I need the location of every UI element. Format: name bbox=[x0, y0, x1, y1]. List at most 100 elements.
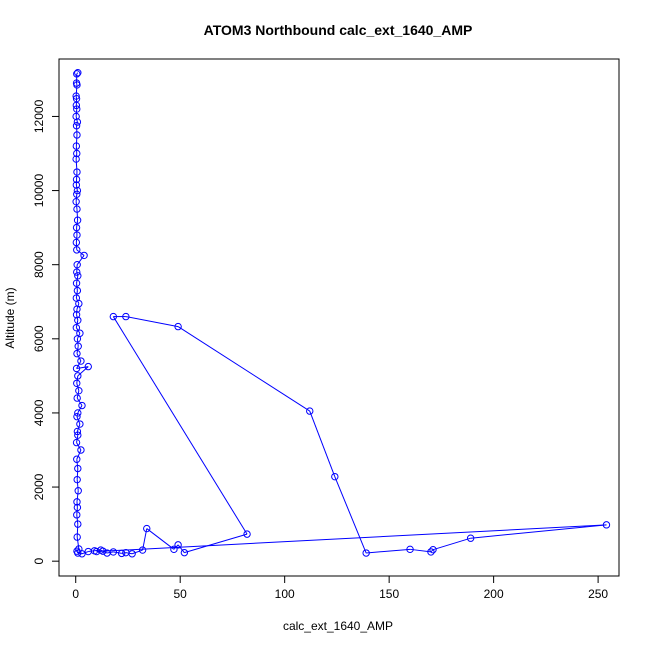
y-tick-label: 2000 bbox=[32, 473, 46, 500]
data-point bbox=[72, 142, 81, 150]
series-line-segment bbox=[76, 346, 79, 354]
series-line-segment bbox=[75, 201, 78, 210]
data-point bbox=[72, 122, 81, 130]
x-tick-label: 100 bbox=[275, 587, 295, 601]
data-point bbox=[73, 190, 81, 198]
data-point bbox=[72, 279, 81, 287]
data-point bbox=[72, 438, 81, 447]
data-point bbox=[73, 81, 81, 89]
data-point bbox=[73, 246, 81, 254]
data-point bbox=[73, 205, 81, 213]
data-point bbox=[72, 181, 81, 189]
data-point bbox=[72, 311, 81, 319]
y-tick-label: 12000 bbox=[32, 99, 46, 133]
data-point bbox=[117, 549, 126, 558]
y-tick-label: 8000 bbox=[32, 251, 46, 278]
data-point bbox=[72, 364, 81, 373]
data-point bbox=[73, 498, 81, 506]
series-line-segment bbox=[334, 476, 367, 554]
data-point bbox=[74, 372, 82, 380]
data-point bbox=[73, 286, 82, 295]
data-point bbox=[74, 272, 82, 280]
data-point bbox=[73, 533, 81, 541]
data-point bbox=[427, 548, 435, 556]
series-line-segment bbox=[309, 410, 336, 477]
data-point bbox=[72, 197, 80, 206]
data-point bbox=[74, 464, 82, 473]
data-point bbox=[73, 149, 81, 158]
data-point bbox=[170, 545, 178, 554]
data-point bbox=[73, 394, 81, 402]
y-axis: 0 2000 4000 6000 8000 10000 12000 bbox=[32, 99, 60, 565]
x-axis-label: calc_ext_1640_AMP bbox=[283, 619, 393, 633]
data-point bbox=[73, 168, 81, 176]
data-point bbox=[75, 386, 83, 395]
series-line-segment bbox=[146, 528, 175, 550]
data-point bbox=[73, 268, 81, 276]
data-point bbox=[72, 101, 81, 110]
series-line-segment bbox=[76, 375, 79, 384]
x-tick-label: 250 bbox=[588, 587, 608, 601]
series-line-segment bbox=[76, 423, 81, 432]
data-point bbox=[73, 105, 81, 113]
data-point bbox=[331, 472, 339, 481]
data-point bbox=[73, 305, 81, 313]
x-tick-label: 150 bbox=[379, 587, 399, 601]
series-line-segment bbox=[76, 449, 82, 460]
data-point bbox=[80, 251, 88, 260]
data-point bbox=[72, 155, 80, 163]
data-point bbox=[174, 541, 182, 549]
y-tick-label: 4000 bbox=[32, 399, 46, 426]
data-point bbox=[73, 379, 81, 387]
data-point bbox=[73, 131, 81, 139]
data-point bbox=[73, 475, 81, 484]
series-line-segment bbox=[76, 383, 80, 391]
data-point bbox=[99, 547, 107, 555]
y-tick-label: 10000 bbox=[32, 174, 46, 208]
data-point bbox=[74, 316, 82, 324]
y-axis-label: Altitude (m) bbox=[3, 287, 17, 348]
series-line-segment bbox=[76, 220, 79, 228]
data-point bbox=[306, 407, 314, 415]
data-point bbox=[72, 175, 81, 184]
x-axis: 0 50 100 150 200 250 bbox=[72, 575, 608, 601]
series-line-segment bbox=[177, 544, 185, 553]
y-tick-label: 0 bbox=[32, 558, 46, 565]
data-point bbox=[73, 231, 81, 239]
data-point bbox=[76, 420, 84, 428]
data-point bbox=[72, 323, 81, 332]
data-point bbox=[73, 511, 81, 519]
series-line-segment bbox=[432, 537, 471, 551]
data-point bbox=[73, 70, 81, 78]
data-point bbox=[73, 503, 82, 512]
series-line-segment bbox=[184, 533, 248, 554]
data-point bbox=[362, 549, 370, 557]
data-point bbox=[73, 216, 82, 224]
data-point bbox=[73, 335, 82, 343]
series-line-segment bbox=[75, 159, 78, 173]
data-point bbox=[406, 545, 414, 554]
data-point bbox=[109, 548, 118, 556]
data-point bbox=[109, 312, 118, 321]
data-point bbox=[74, 409, 82, 417]
data-point bbox=[74, 431, 82, 439]
series-line-segment bbox=[76, 490, 79, 502]
series-line-segment bbox=[76, 275, 79, 284]
data-point bbox=[143, 524, 151, 533]
series-line-segment bbox=[76, 479, 79, 491]
series-line-segment bbox=[76, 468, 79, 480]
series-line-segment bbox=[76, 390, 80, 399]
data-point bbox=[74, 487, 82, 495]
series-line-segment bbox=[76, 514, 79, 525]
series-line-segment bbox=[96, 524, 607, 553]
x-tick-label: 200 bbox=[484, 587, 504, 601]
series-line-segment bbox=[76, 360, 82, 369]
chart-title: ATOM3 Northbound calc_ext_1640_AMP bbox=[204, 22, 473, 38]
data-point bbox=[84, 362, 92, 371]
data-point bbox=[72, 238, 81, 247]
data-point bbox=[466, 534, 475, 542]
data-point bbox=[73, 455, 81, 463]
data-point bbox=[78, 550, 86, 558]
data-point bbox=[138, 546, 147, 554]
